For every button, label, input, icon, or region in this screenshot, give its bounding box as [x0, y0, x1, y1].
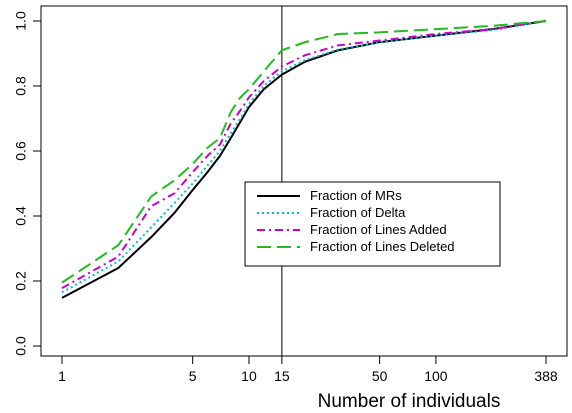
- y-tick-label: 1.0: [13, 11, 29, 31]
- x-axis-label: Number of individuals: [318, 391, 501, 412]
- plot-frame: [40, 5, 568, 357]
- series-line-3: [61, 20, 547, 290]
- legend-label-2: Fraction of Delta: [310, 205, 406, 220]
- series-line-2: [61, 20, 547, 294]
- series-line-4: [61, 20, 547, 284]
- y-tick-label: 0.8: [13, 76, 29, 96]
- y-tick-label: 0.2: [13, 271, 29, 291]
- x-tick-label: 388: [534, 368, 558, 384]
- y-tick-label: 0.0: [13, 336, 29, 356]
- series-line-1: [61, 20, 547, 299]
- x-tick-label: 100: [424, 368, 448, 384]
- legend-label-4: Fraction of Lines Deleted: [310, 239, 455, 254]
- x-tick-label: 5: [189, 368, 197, 384]
- legend-label-1: Fraction of MRs: [310, 188, 402, 203]
- legend-label-3: Fraction of Lines Added: [310, 222, 447, 237]
- y-tick-label: 0.6: [13, 141, 29, 161]
- x-tick-label: 10: [241, 368, 257, 384]
- y-tick-label: 0.4: [13, 206, 29, 226]
- x-tick-label: 15: [274, 368, 290, 384]
- x-tick-label: 50: [372, 368, 388, 384]
- x-tick-label: 1: [58, 368, 66, 384]
